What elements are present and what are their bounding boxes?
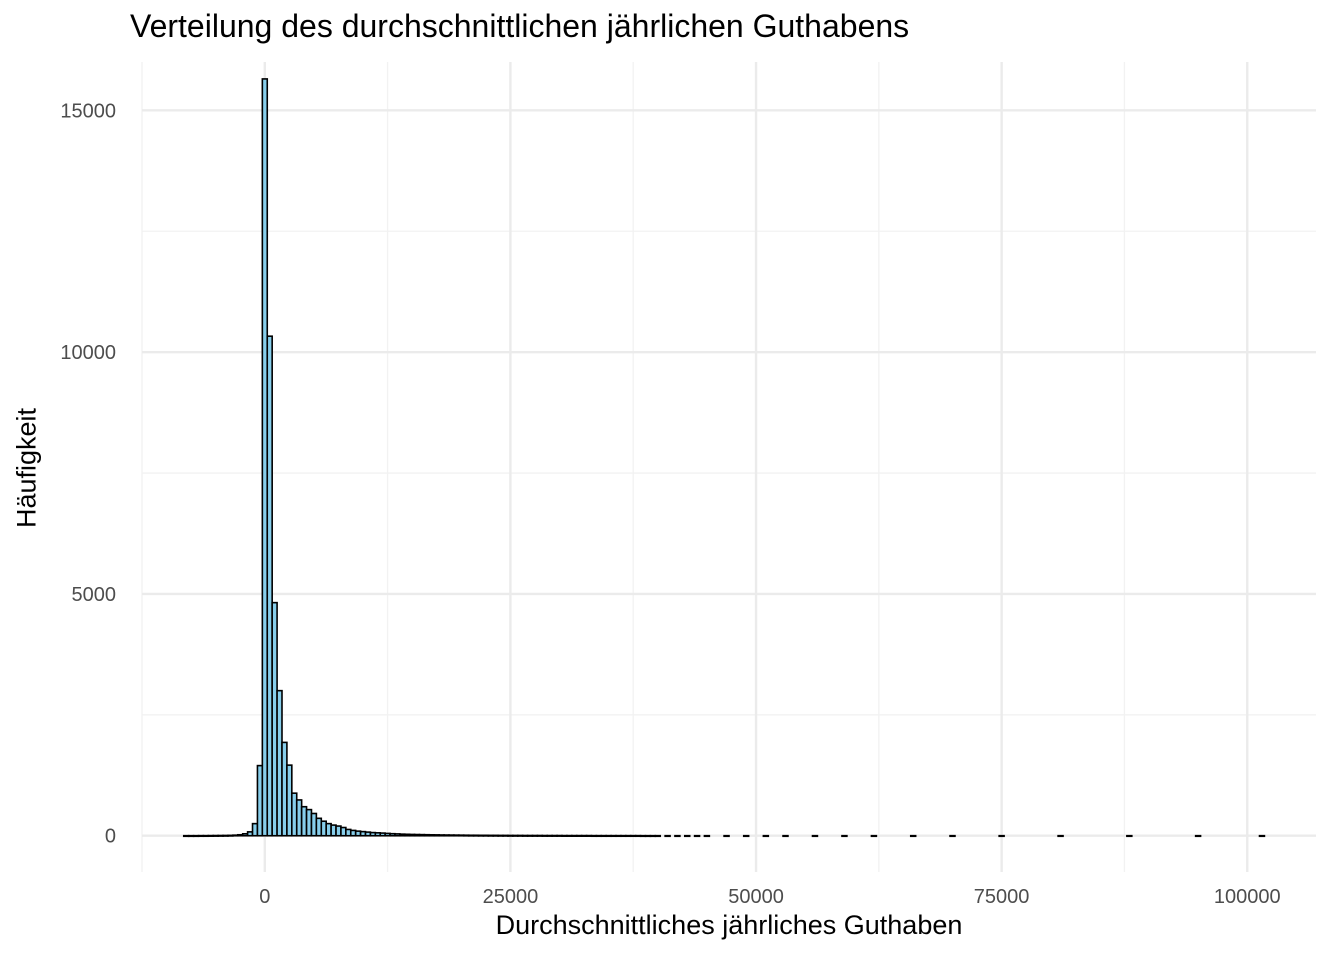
histogram-bar [654,834,662,838]
histogram-bars [182,78,1266,838]
histogram-bar [1126,834,1133,838]
y-tick-label: 0 [105,826,116,848]
chart-title: Verteilung des durchschnittlichen jährli… [130,8,910,44]
histogram-bar [1057,834,1064,838]
histogram-bar [811,834,819,838]
histogram-bar [664,834,671,838]
histogram-bar [909,834,917,838]
histogram-bar [782,834,789,838]
y-tick-label: 15000 [60,100,116,122]
histogram-bar [762,834,770,838]
histogram-bar [1194,834,1202,838]
x-tick-label: 0 [259,886,270,908]
x-tick-label: 50000 [728,886,784,908]
y-tick-label: 5000 [72,584,117,606]
x-tick-label: 100000 [1214,886,1281,908]
histogram-bar [841,834,848,838]
histogram-bar [723,834,730,838]
histogram-bar [703,834,711,838]
histogram-bar [674,834,681,838]
x-axis-label: Durchschnittliches jährliches Guthaben [495,910,963,940]
x-axis-ticks: 0 25000 50000 75000 100000 [259,886,1280,908]
histogram-bar [1258,834,1266,838]
histogram-bar [683,834,691,838]
histogram-bar [949,834,956,838]
x-tick-label: 25000 [483,886,539,908]
histogram-bar [998,834,1005,838]
x-tick-label: 75000 [974,886,1030,908]
grid-lines [141,62,1316,872]
y-axis-label: Häufigkeit [11,407,42,529]
y-axis-ticks: 0 5000 10000 15000 [60,100,116,847]
histogram-bar [693,834,701,838]
y-tick-label: 10000 [60,342,116,364]
histogram-bar [266,335,273,837]
histogram-bar [742,834,750,838]
histogram-bar [870,834,878,838]
